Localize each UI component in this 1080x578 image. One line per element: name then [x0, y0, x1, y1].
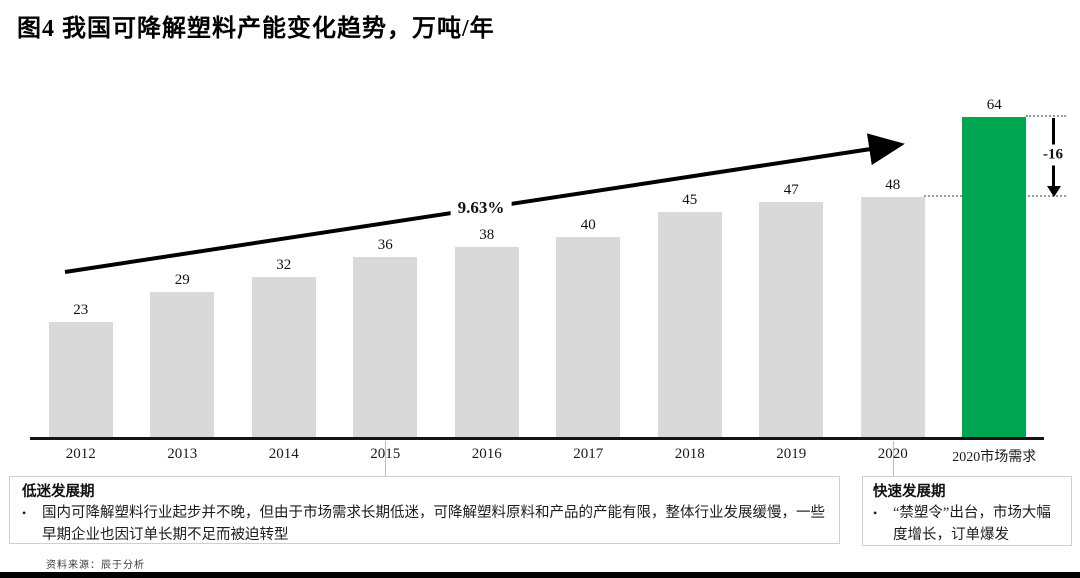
bar-value-label: 36	[377, 237, 393, 253]
bar-column: 29	[132, 273, 234, 437]
x-axis-line	[30, 437, 1044, 440]
x-axis-tick-label: 2018	[674, 446, 705, 462]
x-axis-tick-label: 2012	[65, 446, 96, 462]
x-axis-tick-label: 2014	[268, 446, 299, 462]
callout-fast-period: 快速发展期 “禁塑令”出台，市场大幅度增长，订单爆发	[862, 476, 1072, 546]
bar	[454, 247, 519, 437]
gap-label: -16	[1040, 144, 1066, 166]
x-axis-tick-label: 2020	[877, 446, 908, 462]
bar-value-label: 23	[73, 302, 89, 318]
bar-column: 23	[30, 303, 132, 437]
connector-2020	[893, 441, 894, 476]
bar-column: 47	[741, 183, 843, 437]
bar	[556, 237, 621, 437]
callout-slow-period: 低迷发展期 国内可降解塑料行业起步并不晚，但由于市场需求长期低迷，可降解塑料原料…	[9, 476, 840, 544]
bar	[150, 292, 215, 437]
bar-value-label: 32	[276, 257, 292, 273]
callout-bullet: 国内可降解塑料行业起步并不晚，但由于市场需求长期低迷，可降解塑料原料和产品的产能…	[22, 503, 825, 547]
bar	[962, 117, 1027, 437]
gap-arrow-down-icon	[1047, 186, 1061, 197]
bar-value-label: 29	[174, 272, 190, 288]
bar-value-label: 64	[986, 97, 1002, 113]
bar-column: 48	[842, 178, 944, 437]
bar-column: 64	[944, 98, 1046, 437]
bar-column: 45	[639, 193, 741, 437]
x-axis-tick-label: 2017	[573, 446, 604, 462]
bar-value-label: 38	[479, 227, 495, 243]
callout-bullet-text: 国内可降解塑料行业起步并不晚，但由于市场需求长期低迷，可降解塑料原料和产品的产能…	[42, 504, 825, 543]
callout-heading: 快速发展期	[873, 484, 946, 500]
x-axis-tick-label: 2015	[370, 446, 401, 462]
bullet-dot-icon	[873, 503, 893, 547]
bar-column: 40	[538, 218, 640, 437]
bar	[48, 322, 113, 437]
bar	[759, 202, 824, 437]
bar	[657, 212, 722, 437]
bar	[251, 277, 316, 437]
bar-column: 36	[335, 238, 437, 437]
bar	[860, 197, 925, 437]
x-axis-tick-label: 2020市场需求	[952, 450, 1037, 465]
bullet-dot-icon	[22, 503, 42, 547]
callout-bullet-text: “禁塑令”出台，市场大幅度增长，订单爆发	[893, 504, 1051, 543]
gap-guide-line-top	[1026, 115, 1066, 117]
bar-value-label: 48	[885, 177, 901, 193]
bar-column: 32	[233, 258, 335, 437]
callout-bullet: “禁塑令”出台，市场大幅度增长，订单爆发	[873, 503, 1061, 547]
bar-value-label: 45	[682, 192, 698, 208]
footer-bar	[0, 572, 1080, 578]
x-axis-labels: 2012 2013 2014 2015 2016 2017 2018 2019 2020 2020…	[30, 446, 1045, 466]
bar	[353, 257, 418, 437]
bar-column: 38	[436, 228, 538, 437]
x-axis-tick-label: 2016	[471, 446, 502, 462]
source-note: 资料来源：辰于分析	[46, 560, 145, 571]
x-axis-tick-label: 2013	[167, 446, 198, 462]
bar-value-label: 47	[783, 182, 799, 198]
callout-heading: 低迷发展期	[22, 484, 95, 500]
x-axis-tick-label: 2019	[776, 446, 807, 462]
cagr-label: 9.63%	[450, 197, 512, 219]
bar-plot: 23 29 32 36 38 40 45 47 48 64	[30, 98, 1046, 437]
bar-value-label: 40	[580, 217, 596, 233]
figure-title: 图4 我国可降解塑料产能变化趋势，万吨/年	[17, 16, 495, 42]
connector-2015	[385, 441, 386, 476]
